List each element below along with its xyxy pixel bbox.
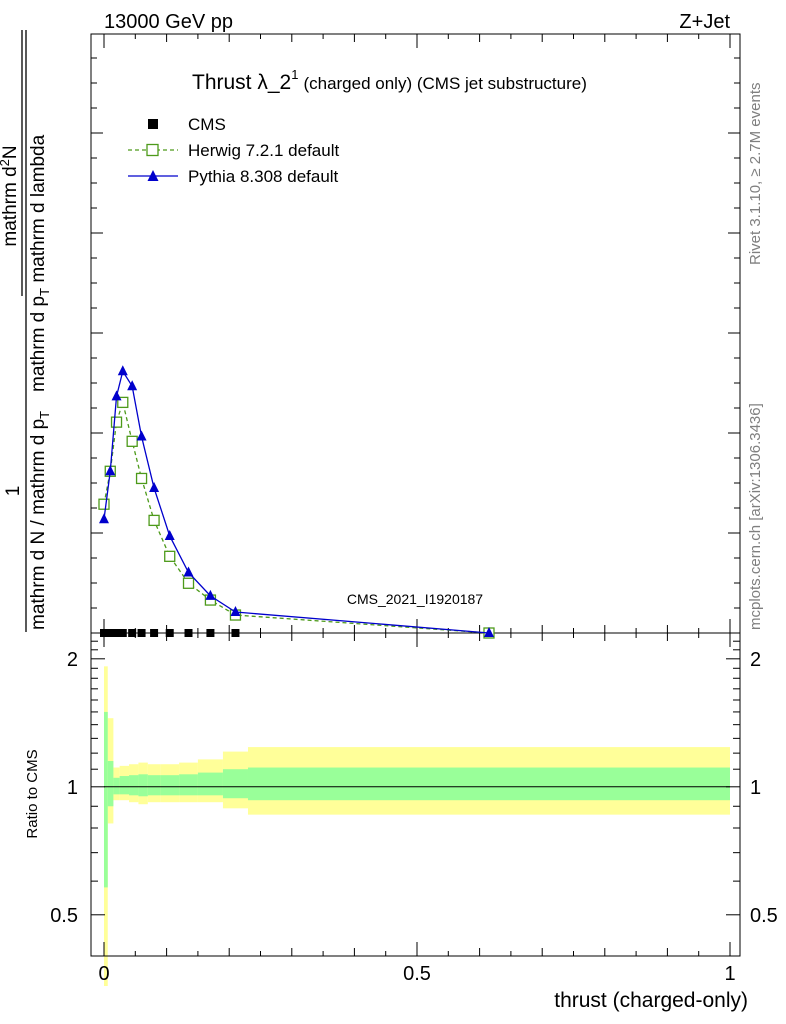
herwig-data-point [126,435,138,447]
pythia-data-point [105,465,116,476]
cms-data-point [112,629,121,637]
ratio-y-axis-label: Ratio to CMS [24,749,41,838]
series-layer [98,365,495,639]
rivet-label: Rivet 3.1.10, ≥ 2.7M events [747,83,764,266]
ratio-band-inner [138,774,148,797]
cms-data-point [128,629,137,637]
ratio-axis-ticks [91,633,740,957]
legend: CMS Herwig 7.2.1 default Pythia 8.308 de… [128,115,339,186]
ratio-y-tick-label-left: 0.5 [50,905,78,927]
pythia-data-point [111,390,122,401]
cms-data-point [106,629,115,637]
plot-title-main: Thrust λ_2 [192,71,291,94]
herwig-data-point [135,472,148,485]
pythia-data-point [164,529,175,540]
pythia-data-point [205,589,216,600]
pythia-data-point [183,566,194,577]
x-axis-label: thrust (charged-only) [554,989,748,1012]
ratio-band-inner [113,777,120,795]
y-label-inner-numerator-end: N [0,145,21,159]
y-label-inner-numerator-main: mathrm d [0,166,21,246]
ratio-band-inner [247,767,731,801]
y-label-outer-numerator: 1 [3,486,24,497]
y-label-inner-denominator-sub: T [37,288,52,296]
pythia-data-point [136,430,147,441]
ratio-y-tick-label-right: 2 [750,649,761,671]
cms-data-point [118,629,127,637]
ratio-band-inner [222,769,248,799]
y-label-outer-denominator-main: mathrm d N / mathrm d p [28,419,49,630]
pythia-data-point [483,627,494,637]
ratio-band-inner [179,774,198,796]
herwig-data-point [110,416,123,428]
ratio-y-tick-label-left: 1 [67,777,78,799]
analysis-watermark: CMS_2021_I1920187 [347,591,483,607]
y-label-inner-numerator: mathrm d2N [0,145,21,246]
herwig-data-point [148,514,160,527]
y-label-outer-denominator-sub: T [37,411,52,419]
cms-data-point [184,629,193,637]
legend-cms-label: CMS [188,115,226,134]
ratio-y-tick-label-left: 2 [67,649,78,671]
pythia-data-point [127,380,138,391]
x-tick-label: 0 [98,963,109,985]
herwig-data-point [164,550,176,562]
ratio-y-tick-label-right: 0.5 [750,905,778,927]
herwig-data-point [182,577,195,589]
pythia-data-point [99,513,109,524]
y-label-inner-denominator: mathrm d pT mathrm d lambda [28,134,52,392]
ratio-band-inner [129,775,139,796]
legend-pythia-marker [147,170,159,181]
main-y-axis-label: 1 mathrm d N / mathrm d pT mathrm d2N ma… [0,30,52,632]
cms-data-point [100,629,108,637]
cms-data-point [165,629,174,637]
herwig-data-point [98,498,110,510]
energy-label: 13000 GeV pp [104,11,233,33]
y-label-inner-numerator-sup: 2 [0,159,12,166]
cms-data-point [206,629,215,637]
ratio-band-inner [104,711,108,888]
y-label-outer-denominator: mathrm d N / mathrm d pT [28,411,52,630]
ratio-y-tick-label-right: 1 [750,777,761,799]
pythia-data-point [149,482,160,493]
process-label: Z+Jet [679,11,730,33]
main-axis-ticks [91,34,740,634]
ratio-bands [104,666,731,987]
plot-title-sup: 1 [291,67,298,82]
plot-title-rest: (charged only) (CMS jet substructure) [303,74,586,93]
x-tick-label: 0.5 [403,963,431,985]
y-label-inner-denominator-end: mathrm d lambda [28,134,49,288]
x-tick-label: 1 [724,963,735,985]
y-label-inner-denominator-main: mathrm d p [28,296,49,392]
legend-pythia-label: Pythia 8.308 default [188,167,339,186]
ratio-tick-labels: 0.5 0.5 1 1 2 2 0 0.5 1 [50,649,778,985]
ratio-band-inner [197,772,223,796]
cms-data-point [137,629,146,637]
ratio-band-inner [147,775,161,796]
ratio-band-inner [107,760,114,807]
pythia-data-point [117,365,128,376]
legend-herwig-label: Herwig 7.2.1 default [188,141,339,160]
legend-herwig-marker [146,143,159,157]
herwig-data-point [117,396,129,409]
cms-data-point [150,629,159,637]
mcplots-label: mcplots.cern.ch [arXiv:1306.3436] [747,403,764,630]
ratio-plot-frame [90,632,741,957]
ratio-band-inner [160,775,180,796]
cms-data-point [231,629,240,637]
ratio-band-inner [119,776,130,795]
legend-cms-marker [148,119,158,129]
plot-title: Thrust λ_21 (charged only) (CMS jet subst… [192,67,587,94]
pythia-data-point [230,606,241,617]
